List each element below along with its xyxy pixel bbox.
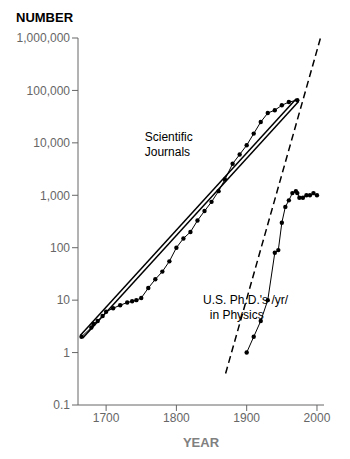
svg-text:U.S. Ph.D.'s /yr/ in Physics: U.S. Ph.D.'s /yr/ in Physics — [203, 293, 289, 322]
svg-text:ScientificJournals: ScientificJournals — [145, 130, 193, 159]
svg-text:100,000: 100,000 — [27, 84, 71, 98]
svg-text:0.1: 0.1 — [53, 398, 70, 412]
svg-text:1900: 1900 — [233, 411, 260, 425]
svg-text:1800: 1800 — [163, 411, 190, 425]
svg-text:10: 10 — [57, 293, 71, 307]
svg-text:YEAR: YEAR — [183, 435, 220, 450]
svg-text:1: 1 — [63, 346, 70, 360]
svg-text:1,000,000: 1,000,000 — [17, 31, 71, 45]
svg-text:1700: 1700 — [93, 411, 120, 425]
svg-text:10,000: 10,000 — [33, 136, 70, 150]
svg-text:2000: 2000 — [304, 411, 331, 425]
svg-text:1,000: 1,000 — [40, 189, 70, 203]
svg-text:100: 100 — [50, 241, 70, 255]
html-text:NUMBER: NUMBER — [16, 10, 74, 25]
